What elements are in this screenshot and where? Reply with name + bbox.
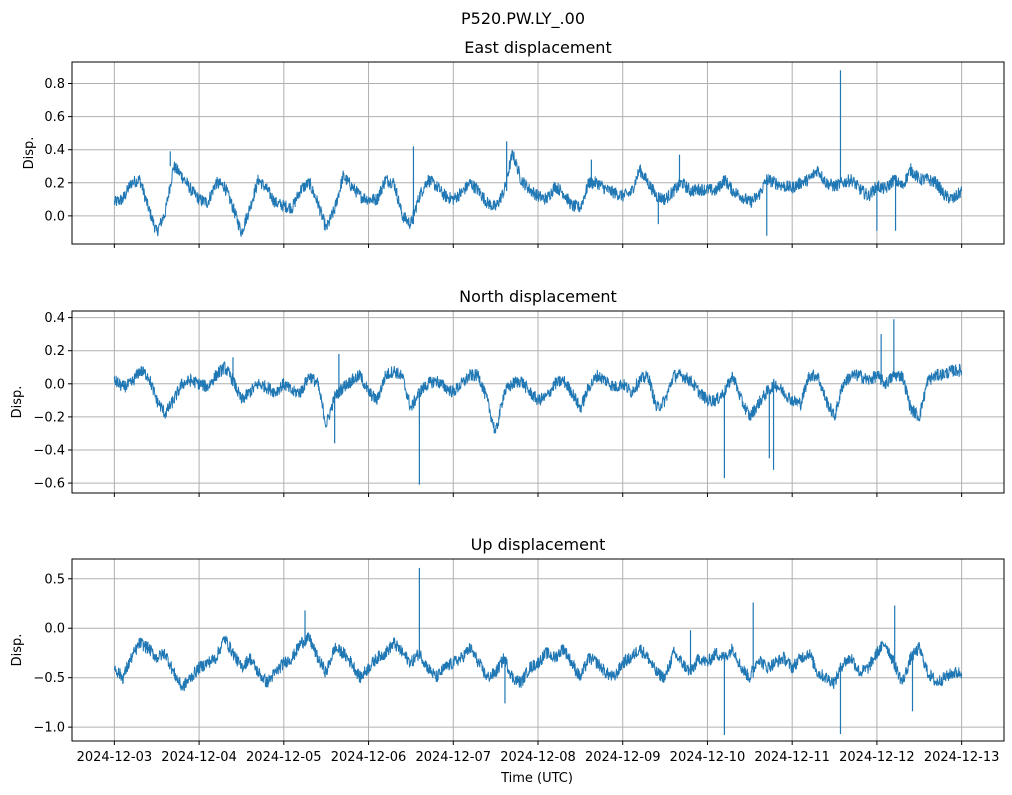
figure-suptitle: P520.PW.LY_.00 [461, 9, 585, 29]
y-axis-label: Disp. [22, 137, 37, 170]
panel-east: 0.0 0.2 0.4 0.6 0.8 East displacement Disp. [22, 38, 1005, 248]
series-line [113, 361, 963, 434]
y-tick-label: 0.0 [44, 622, 65, 637]
x-tick-label: 2024-12-10 [670, 750, 746, 765]
y-tick-label: −0.2 [33, 410, 65, 425]
x-axis-label: Time (UTC) [500, 771, 573, 786]
panel-title: North displacement [459, 287, 617, 306]
x-tick-label: 2024-12-07 [415, 750, 491, 765]
x-tick-label: 2024-12-09 [585, 750, 661, 765]
y-tick-label: 0.2 [44, 344, 65, 359]
y-axis-label: Disp. [10, 634, 25, 667]
y-tick-label: −0.6 [33, 477, 65, 492]
series-line [113, 149, 963, 237]
y-tick-label: 0.4 [44, 143, 65, 158]
panel-title: East displacement [464, 38, 611, 57]
y-tick-label: −0.5 [33, 671, 65, 686]
panel-title: Up displacement [471, 535, 606, 554]
y-tick-label: 0.2 [44, 176, 65, 191]
panel-up: −1.0 −0.5 0.0 0.5 2024-12-03 2024-12-04 2024-1… [10, 535, 1005, 765]
x-tick-label: 2024-12-06 [331, 750, 407, 765]
x-tick-label: 2024-12-13 [924, 750, 1000, 765]
y-tick-label: 0.8 [44, 77, 65, 92]
y-tick-label: 0.6 [44, 110, 65, 125]
x-tick-label: 2024-12-03 [77, 750, 153, 765]
y-tick-label: 0.5 [44, 572, 65, 587]
y-tick-label: 0.4 [44, 311, 65, 326]
y-tick-label: 0.0 [44, 209, 65, 224]
series-line [113, 632, 963, 692]
x-tick-label: 2024-12-12 [839, 750, 915, 765]
x-tick-label: 2024-12-08 [500, 750, 576, 765]
panel-north: −0.6 −0.4 −0.2 0.0 0.2 0.4 North displacement D… [10, 287, 1005, 497]
x-tick-label: 2024-12-11 [754, 750, 830, 765]
x-tick-label: 2024-12-05 [246, 750, 322, 765]
y-tick-label: 0.0 [44, 377, 65, 392]
y-tick-label: −1.0 [33, 721, 65, 736]
y-tick-label: −0.4 [33, 443, 65, 458]
x-tick-label: 2024-12-04 [161, 750, 237, 765]
y-axis-label: Disp. [10, 386, 25, 419]
